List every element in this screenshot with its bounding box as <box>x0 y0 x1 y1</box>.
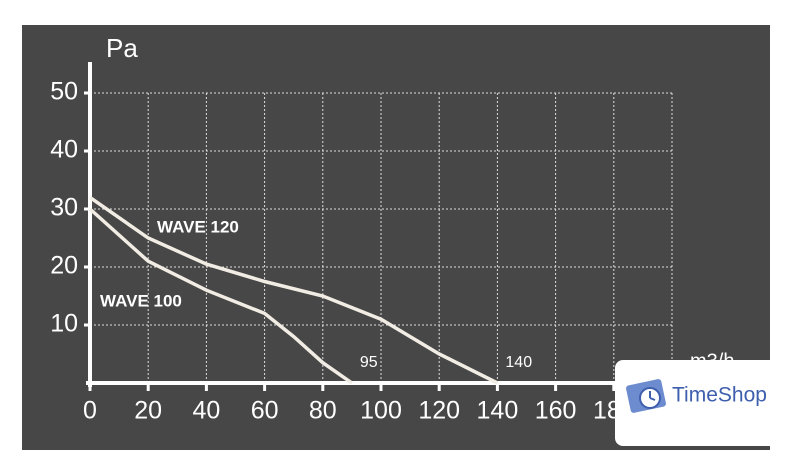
x-tick-label: 0 <box>83 397 97 425</box>
x-tick-label: 80 <box>309 397 337 425</box>
y-tick-label: 50 <box>50 78 78 106</box>
y-tick-label: 30 <box>50 194 78 222</box>
x-tick-label: 100 <box>360 397 402 425</box>
logo-icon <box>626 379 666 413</box>
y-tick-label: 20 <box>50 252 78 280</box>
y-axis-label: Pa <box>106 33 138 63</box>
watermark: TimeShop <box>672 384 767 407</box>
line <box>88 195 499 385</box>
x-tick-label: 140 <box>477 397 519 425</box>
x-tick-label: 40 <box>192 397 220 425</box>
y-tick-label: 10 <box>50 310 78 338</box>
y-tick-label: 40 <box>50 136 78 164</box>
x-tick-label: 120 <box>418 397 460 425</box>
end-label: 140 <box>505 354 532 371</box>
end-label: 95 <box>360 354 378 371</box>
x-tick-label: 20 <box>134 397 162 425</box>
x-tick-label: 60 <box>251 397 279 425</box>
line <box>88 207 353 385</box>
series-label: WAVE 100 <box>100 291 182 310</box>
series-label: WAVE 120 <box>157 217 239 236</box>
x-tick-label: 160 <box>535 397 577 425</box>
